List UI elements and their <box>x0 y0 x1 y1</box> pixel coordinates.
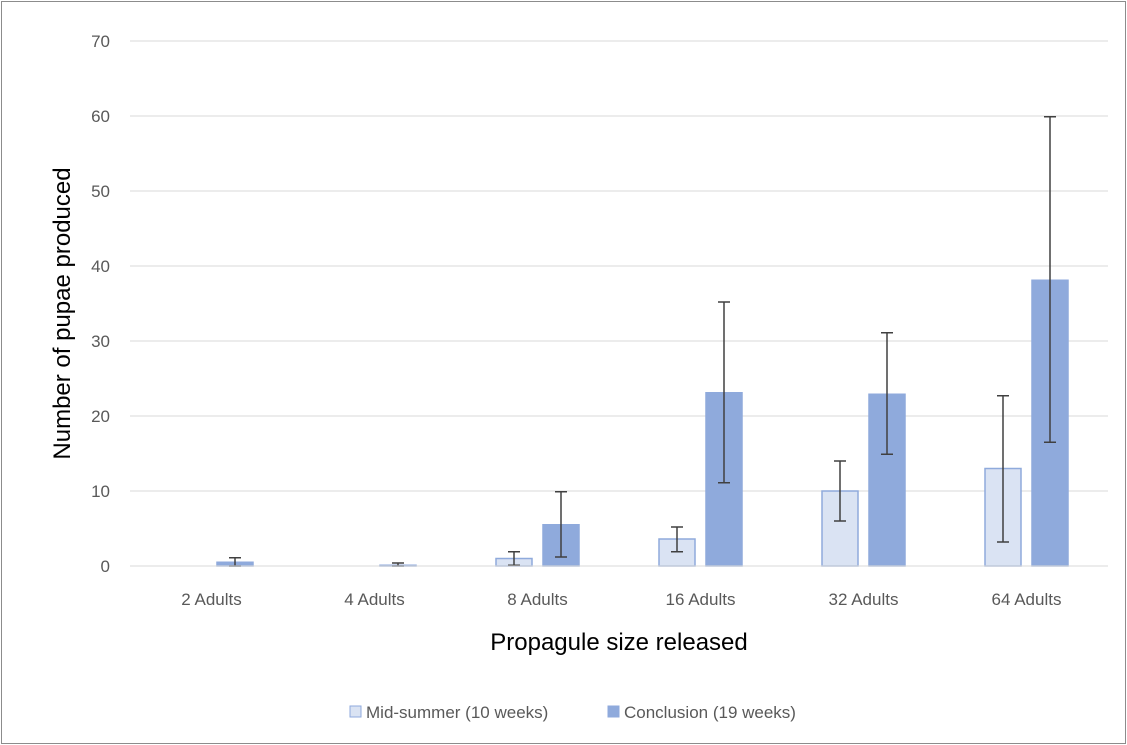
bars <box>216 279 1069 567</box>
legend: Mid-summer (10 weeks) Conclusion (19 week… <box>349 703 796 722</box>
y-tick-label: 30 <box>91 332 110 351</box>
legend-swatch-conclusion <box>607 705 620 718</box>
y-tick-label: 0 <box>101 557 110 576</box>
y-tick-label: 60 <box>91 107 110 126</box>
x-tick-label: 8 Adults <box>507 590 568 609</box>
x-tick-label: 16 Adults <box>666 590 736 609</box>
x-axis-title: Propagule size released <box>490 629 748 656</box>
y-tick-label: 50 <box>91 182 110 201</box>
y-axis-ticks: 0 10 20 30 40 50 60 70 <box>91 32 110 576</box>
y-tick-label: 70 <box>91 32 110 51</box>
x-tick-label: 64 Adults <box>992 590 1062 609</box>
y-tick-label: 20 <box>91 407 110 426</box>
legend-label-mid-summer: Mid-summer (10 weeks) <box>366 703 548 722</box>
y-tick-label: 10 <box>91 482 110 501</box>
x-tick-label: 2 Adults <box>181 590 242 609</box>
gridlines <box>130 40 1108 492</box>
legend-swatch-mid-summer <box>349 705 362 718</box>
error-bars <box>229 116 1056 567</box>
y-tick-label: 40 <box>91 257 110 276</box>
legend-label-conclusion: Conclusion (19 weeks) <box>624 703 796 722</box>
x-axis-ticks: 2 Adults 4 Adults 8 Adults 16 Adults 32 Adul… <box>181 590 1061 609</box>
x-tick-label: 32 Adults <box>829 590 899 609</box>
x-tick-label: 4 Adults <box>344 590 405 609</box>
y-axis-title: Number of pupae produced <box>49 167 76 459</box>
